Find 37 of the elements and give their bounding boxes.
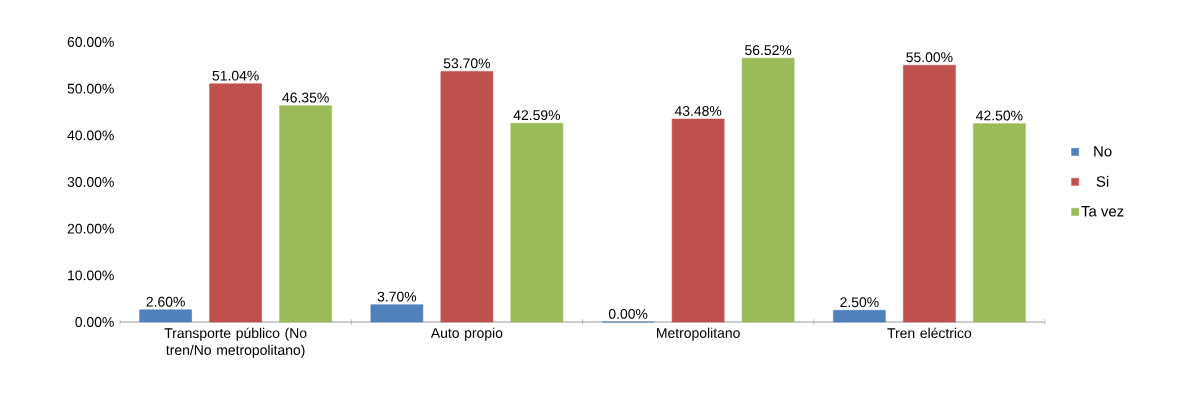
x-tick-label: Auto propio [430, 327, 503, 341]
y-tick-label: 50.00% [67, 83, 114, 94]
y-tick-label: 40.00% [67, 130, 114, 141]
y-tick-label: 30.00% [67, 177, 114, 187]
bar [903, 65, 956, 323]
data-label: 53.70% [443, 58, 491, 69]
x-tick-label: Metropolitano [657, 327, 740, 341]
y-tick-label: 20.00% [67, 223, 114, 234]
bar [510, 122, 564, 323]
y-tick-label: 10.00% [68, 270, 114, 281]
legend-label: No [1094, 146, 1112, 157]
data-label: 3.70% [377, 291, 417, 302]
data-label: 2.60% [146, 296, 185, 307]
legend-label: Si [1096, 175, 1109, 187]
data-label: 42.59% [513, 110, 561, 121]
data-label: 43.48% [674, 106, 722, 116]
bar [671, 118, 725, 323]
x-tick-label: Tren eléctrico [887, 327, 972, 339]
data-label: 56.52% [745, 45, 792, 56]
legend-label: Ta vez [1081, 206, 1124, 217]
bar [370, 304, 424, 323]
bar [973, 123, 1026, 323]
data-label: 46.35% [282, 92, 329, 103]
bar [741, 57, 795, 323]
data-label: 51.04% [212, 70, 259, 81]
data-label: 2.50% [840, 297, 879, 308]
y-tick-label: 0.00% [75, 317, 114, 327]
data-label: 0.00% [608, 308, 648, 319]
bar [209, 83, 262, 323]
bar [440, 71, 494, 323]
bar [279, 105, 332, 323]
bar [139, 309, 192, 323]
bar [833, 310, 886, 323]
data-label: 42.50% [976, 110, 1023, 121]
x-tick-label: Transporte público (No tren/No metropolitano) [164, 327, 307, 358]
data-label: 55.00% [906, 52, 953, 63]
y-tick-label: 60.00% [67, 37, 114, 47]
